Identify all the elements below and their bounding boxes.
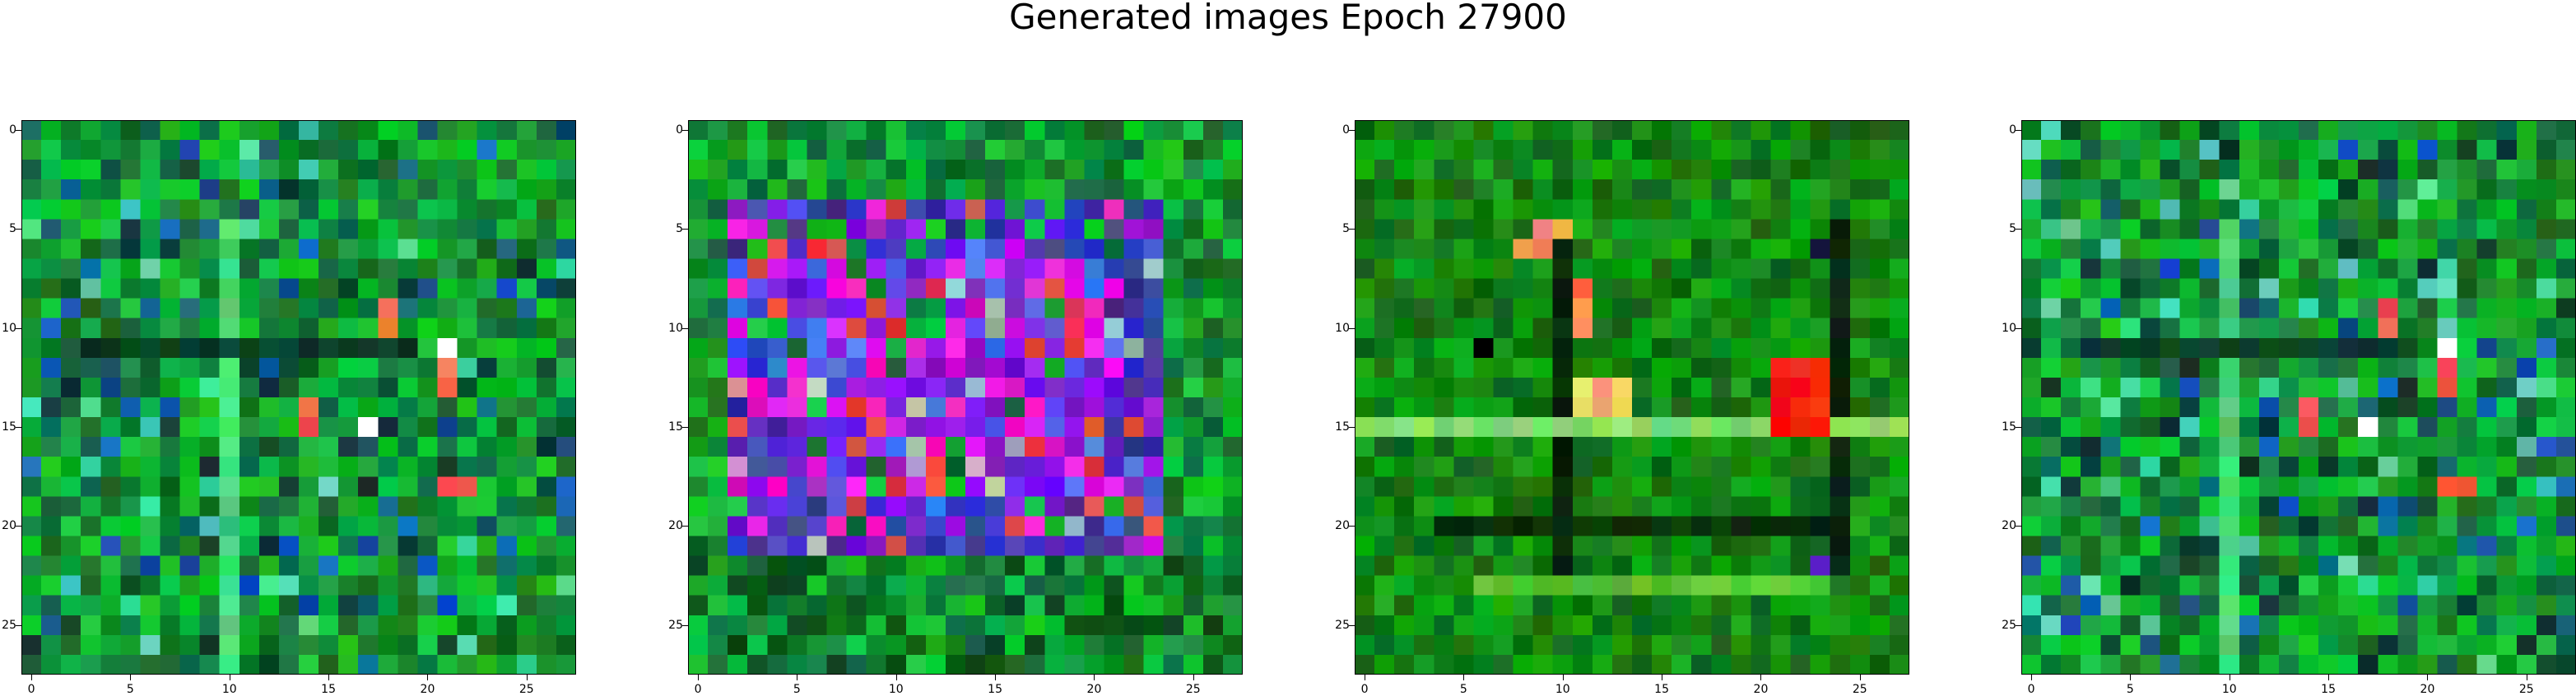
generated-image-panel-2: 0 0 5 5 10 10 15 15 20 20 25 25: [668, 120, 1243, 696]
generated-image-1: [21, 120, 576, 675]
y-tick-mark: [682, 427, 688, 429]
y-tick-label: 25: [668, 618, 683, 632]
y-tick-mark: [1349, 327, 1355, 329]
y-tick-mark: [2016, 427, 2021, 429]
x-tick-label: 25: [1185, 683, 1201, 696]
x-tick-mark: [1562, 675, 1564, 680]
x-tick-label: 15: [988, 683, 1003, 696]
y-tick-mark: [16, 229, 21, 230]
x-tick-label: 10: [221, 683, 237, 696]
y-tick-label: 10: [668, 321, 683, 335]
y-tick-label: 15: [668, 420, 683, 434]
y-tick-label: 15: [1335, 420, 1350, 434]
figure-title: Generated images Epoch 27900: [1009, 0, 1567, 37]
y-tick-mark: [2016, 229, 2021, 230]
x-tick-mark: [895, 675, 897, 680]
y-tick-label: 20: [2, 519, 16, 533]
x-tick-label: 5: [793, 683, 801, 696]
y-tick-label: 0: [676, 123, 683, 137]
generated-image-panel-3: 0 0 5 5 10 10 15 15 20 20 25 25: [1335, 120, 1909, 696]
x-tick-mark: [1463, 675, 1465, 680]
x-tick-label: 25: [518, 683, 534, 696]
y-tick-label: 5: [2009, 222, 2016, 236]
y-tick-label: 0: [9, 123, 16, 137]
y-tick-mark: [682, 229, 688, 230]
x-tick-label: 25: [2518, 683, 2534, 696]
x-tick-mark: [1094, 675, 1095, 680]
x-tick-mark: [1859, 675, 1861, 680]
x-tick-label: 0: [27, 683, 35, 696]
generated-image-panel-1: 0 0 5 5 10 10 15 15 20 20 25 25: [2, 120, 576, 696]
x-tick-label: 20: [420, 683, 435, 696]
x-tick-label: 5: [2126, 683, 2134, 696]
x-tick-mark: [1193, 675, 1194, 680]
y-tick-mark: [1349, 130, 1355, 132]
generated-image-panel-4: 0 0 5 5 10 10 15 15 20 20 25 25: [2002, 120, 2576, 696]
x-tick-mark: [995, 675, 997, 680]
y-tick-mark: [16, 427, 21, 429]
y-tick-mark: [2016, 130, 2021, 132]
x-tick-label: 15: [321, 683, 337, 696]
y-tick-mark: [16, 526, 21, 527]
y-tick-mark: [682, 526, 688, 527]
x-tick-label: 20: [2420, 683, 2435, 696]
y-tick-label: 5: [1342, 222, 1350, 236]
x-tick-label: 25: [1852, 683, 1867, 696]
y-tick-mark: [2016, 327, 2021, 329]
y-tick-mark: [1349, 229, 1355, 230]
x-tick-label: 10: [2221, 683, 2237, 696]
x-tick-mark: [31, 675, 33, 680]
y-tick-mark: [16, 130, 21, 132]
x-tick-label: 20: [1753, 683, 1769, 696]
x-tick-mark: [2031, 675, 2033, 680]
y-tick-label: 25: [1335, 618, 1350, 632]
x-tick-label: 10: [888, 683, 904, 696]
y-tick-mark: [682, 624, 688, 626]
x-tick-mark: [130, 675, 132, 680]
x-tick-mark: [328, 675, 330, 680]
y-tick-mark: [1349, 624, 1355, 626]
y-tick-mark: [16, 624, 21, 626]
y-tick-label: 20: [668, 519, 683, 533]
y-tick-label: 15: [2, 420, 16, 434]
generated-image-4: [2021, 120, 2576, 675]
y-tick-label: 5: [9, 222, 16, 236]
generated-image-2: [688, 120, 1243, 675]
x-tick-mark: [1760, 675, 1762, 680]
x-tick-label: 0: [694, 683, 702, 696]
y-tick-label: 25: [2002, 618, 2016, 632]
x-tick-label: 0: [1360, 683, 1369, 696]
x-tick-label: 10: [1555, 683, 1570, 696]
x-tick-label: 15: [2321, 683, 2337, 696]
y-tick-mark: [16, 327, 21, 329]
x-tick-mark: [2130, 675, 2132, 680]
y-tick-label: 5: [676, 222, 683, 236]
y-tick-label: 20: [1335, 519, 1350, 533]
y-tick-label: 25: [2, 618, 16, 632]
y-tick-label: 10: [2, 321, 16, 335]
x-tick-mark: [2427, 675, 2429, 680]
x-tick-label: 0: [2027, 683, 2035, 696]
y-tick-mark: [1349, 427, 1355, 429]
y-tick-mark: [682, 130, 688, 132]
x-tick-label: 20: [1086, 683, 1102, 696]
x-tick-label: 5: [1459, 683, 1467, 696]
y-tick-label: 15: [2002, 420, 2016, 434]
x-tick-mark: [526, 675, 528, 680]
x-tick-mark: [698, 675, 700, 680]
y-tick-label: 10: [2002, 321, 2016, 335]
y-tick-mark: [1349, 526, 1355, 527]
x-tick-mark: [2328, 675, 2330, 680]
x-tick-label: 15: [1654, 683, 1670, 696]
y-tick-label: 10: [1335, 321, 1350, 335]
generated-image-3: [1355, 120, 1909, 675]
y-tick-mark: [682, 327, 688, 329]
y-tick-mark: [2016, 526, 2021, 527]
y-tick-label: 20: [2002, 519, 2016, 533]
x-tick-mark: [427, 675, 429, 680]
y-tick-mark: [2016, 624, 2021, 626]
y-tick-label: 0: [1342, 123, 1350, 137]
x-tick-label: 5: [126, 683, 134, 696]
y-tick-label: 0: [2009, 123, 2016, 137]
